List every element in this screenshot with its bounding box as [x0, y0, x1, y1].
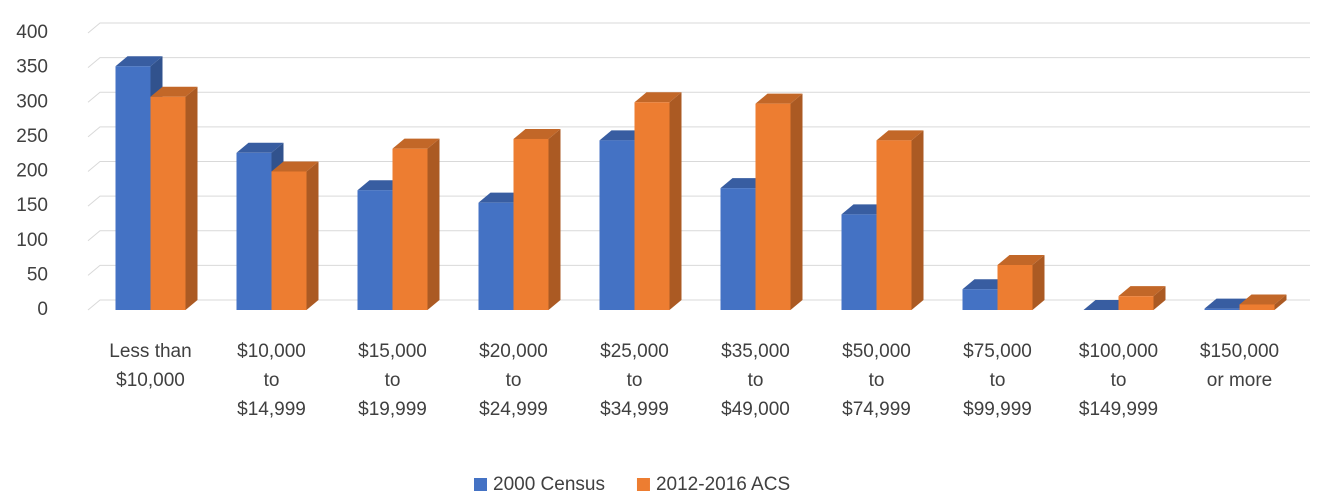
bar: [755, 103, 791, 310]
bar-top: [150, 86, 198, 97]
x-tick-label: $75,000 to $99,999: [963, 341, 1032, 420]
y-tick-label: 100: [16, 230, 48, 251]
bar-top: [876, 130, 924, 141]
x-tick-label: $25,000 to $34,999: [600, 341, 669, 420]
bar-side: [185, 86, 198, 311]
x-tick-label: Less than $10,000: [109, 341, 192, 391]
bar: [1204, 308, 1240, 310]
y-tick-label: 0: [37, 299, 48, 320]
x-tick-label: $10,000 to $14,999: [237, 341, 306, 420]
y-tick-label: 250: [16, 126, 48, 147]
y-tick-label: 400: [16, 22, 48, 43]
bar: [997, 264, 1033, 310]
bar-side: [790, 93, 803, 310]
y-tick-label: 350: [16, 57, 48, 78]
bar: [236, 152, 272, 310]
bar-top: [513, 128, 561, 139]
bar-side: [1032, 254, 1045, 310]
bar: [1118, 296, 1154, 310]
bar-side: [306, 161, 319, 310]
y-tick-label: 200: [16, 161, 48, 182]
grid-line: [87, 57, 1310, 69]
bar-top: [392, 138, 440, 149]
y-tick-label: 300: [16, 91, 48, 112]
bar: [634, 102, 670, 310]
bar: [841, 214, 877, 310]
bar-side: [669, 92, 682, 310]
bar-top: [236, 142, 284, 153]
bar-top: [755, 93, 803, 104]
bar: [513, 138, 549, 310]
y-tick-label: 150: [16, 195, 48, 216]
x-tick-label: $100,000 to $149,999: [1078, 341, 1159, 420]
bar-top: [634, 92, 682, 103]
bar-side: [1153, 286, 1166, 310]
bar-side: [1274, 294, 1287, 310]
bar-side: [548, 128, 561, 310]
legend-label: 2000 Census: [493, 474, 605, 495]
x-tick-label: $15,000 to $19,999: [358, 341, 427, 420]
bar: [599, 140, 635, 310]
bar: [271, 171, 307, 310]
bar-top: [1118, 286, 1166, 297]
bar: [478, 202, 514, 310]
legend-swatch: [474, 478, 487, 491]
grid-line: [87, 22, 1310, 34]
bar: [720, 188, 756, 310]
bar: [357, 190, 393, 310]
x-tick-label: $150,000 or more: [1199, 341, 1280, 391]
bar: [150, 96, 186, 311]
bar: [392, 148, 428, 310]
bar: [115, 66, 151, 311]
bar-top: [271, 161, 319, 172]
x-tick-label: $20,000 to $24,999: [479, 341, 548, 420]
x-tick-label: $50,000 to $74,999: [842, 341, 911, 420]
grid-line: [87, 126, 1310, 138]
bar-top: [997, 254, 1045, 265]
grid-line: [87, 91, 1310, 103]
y-tick-label: 50: [27, 264, 48, 285]
x-tick-label: $35,000 to $49,000: [721, 341, 790, 420]
bar-side: [911, 130, 924, 310]
bar-side: [427, 138, 440, 310]
legend-label: 2012-2016 ACS: [656, 474, 790, 495]
bar: [962, 289, 998, 310]
bar: [1239, 304, 1275, 310]
legend-swatch: [636, 478, 650, 491]
bar-top: [1239, 294, 1287, 305]
bar: [876, 140, 912, 310]
bar-top: [115, 56, 163, 67]
